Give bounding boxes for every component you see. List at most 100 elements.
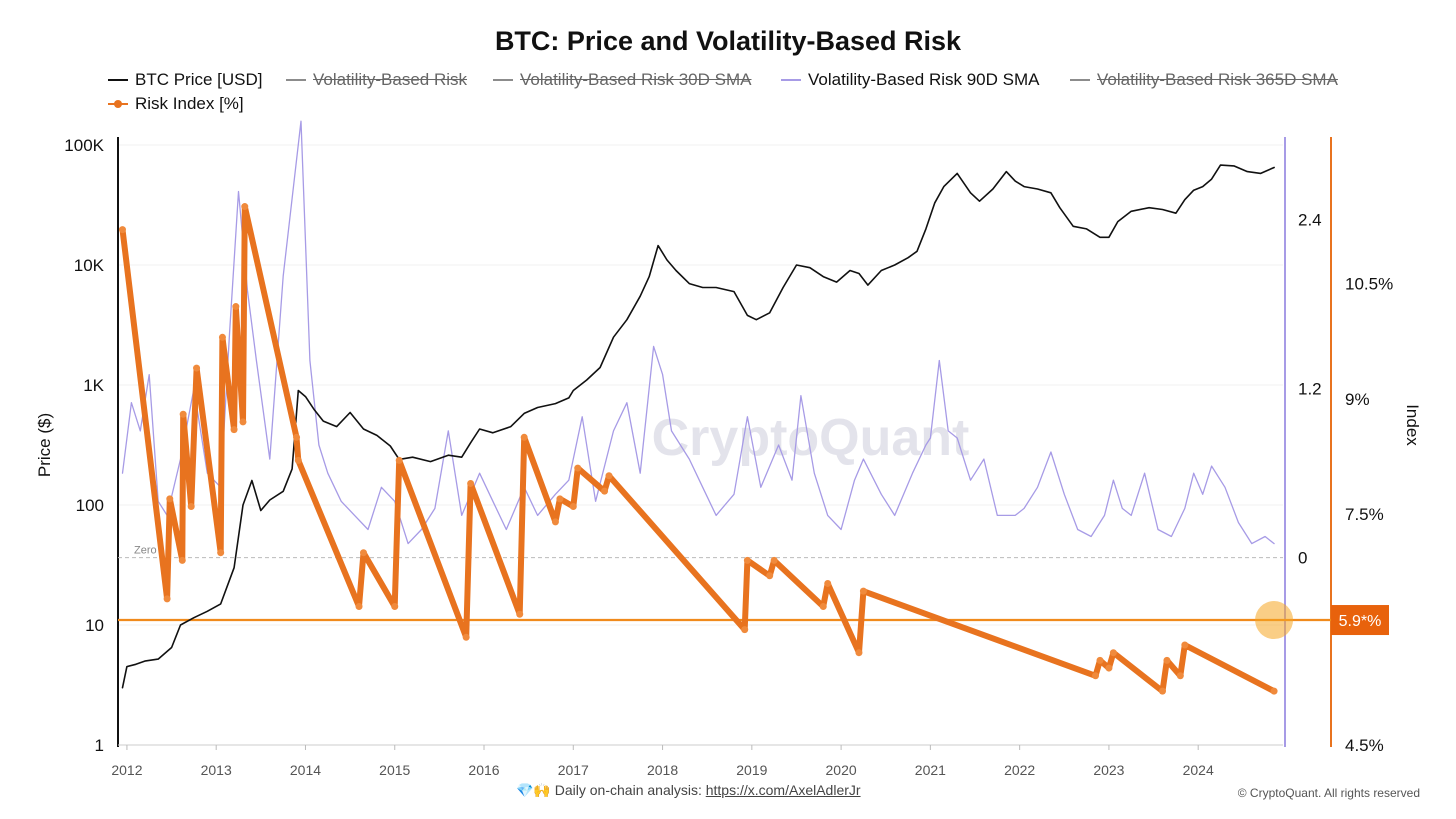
x-tick-label: 2015 (379, 762, 410, 778)
legend-label: Volatility-Based Risk 365D SMA (1097, 70, 1338, 89)
legend-swatch (493, 79, 513, 81)
risk-index-point (859, 587, 867, 595)
x-tick-label: 2014 (290, 762, 321, 778)
legend-swatch (286, 79, 306, 81)
risk-index-point (294, 456, 302, 464)
copyright-notice: © CryptoQuant. All rights reserved (1237, 786, 1420, 800)
x-tick-label: 2023 (1093, 762, 1124, 778)
y-left-tick-label: 100 (76, 496, 104, 515)
risk-index-point (1176, 672, 1184, 680)
risk-90d-sma-line (121, 120, 1275, 545)
watermark: CryptoQuant (652, 409, 970, 467)
legend-label: Volatility-Based Risk (313, 70, 468, 89)
legend-swatch (1070, 79, 1090, 81)
footer-emoji: 💎🙌 (516, 782, 551, 798)
risk-index-point (1109, 649, 1117, 657)
y-mid-tick-label: 1.2 (1298, 380, 1322, 399)
x-tick-label: 2013 (201, 762, 232, 778)
risk-index-point (239, 418, 247, 426)
y-left-axis-title: Price ($) (35, 413, 54, 477)
risk-index-point (232, 303, 240, 311)
x-tick-label: 2018 (647, 762, 678, 778)
y-mid-tick-label: 0 (1298, 549, 1307, 568)
risk-index-point (462, 633, 470, 641)
current-value-label: 5.9*% (1339, 613, 1382, 630)
y-right-axis-title: Index (1403, 404, 1422, 446)
risk-index-point (187, 503, 195, 511)
y-right-tick-label: 9% (1345, 390, 1370, 409)
risk-index-point (1163, 656, 1171, 664)
x-tick-label: 2022 (1004, 762, 1035, 778)
risk-index-point (217, 549, 225, 557)
legend-label: Risk Index [%] (135, 94, 244, 113)
risk-index-point (770, 556, 778, 564)
risk-index-point (230, 426, 238, 434)
y-right-tick-label: 10.5% (1345, 274, 1393, 293)
risk-index-point (467, 479, 475, 487)
risk-index-point (391, 603, 399, 611)
zero-label: Zero (134, 545, 157, 557)
risk-index-point (118, 226, 126, 234)
risk-index-point (824, 579, 832, 587)
risk-index-point (241, 203, 249, 211)
risk-index-point (193, 364, 201, 372)
risk-index-point (395, 456, 403, 464)
risk-index-point (601, 487, 609, 495)
risk-index-point (766, 572, 774, 580)
x-tick-label: 2024 (1183, 762, 1214, 778)
legend-item-3[interactable]: Volatility-Based Risk 90D SMA (781, 70, 1039, 90)
legend-item-5[interactable]: Risk Index [%] (108, 94, 244, 114)
legend-label: Volatility-Based Risk 90D SMA (808, 70, 1040, 89)
risk-index-line (119, 203, 1278, 695)
risk-index-point (556, 495, 564, 503)
legend-swatch (781, 79, 801, 81)
risk-index-point (359, 549, 367, 557)
risk-index-point (741, 626, 749, 634)
x-tick-label: 2021 (915, 762, 946, 778)
risk-index-point (574, 464, 582, 472)
y-left-tick-label: 10K (74, 256, 105, 275)
risk-index-point (1105, 664, 1113, 672)
legend-label: BTC Price [USD] (135, 70, 263, 89)
risk-index-point (819, 603, 827, 611)
y-left-tick-label: 1 (95, 736, 104, 755)
y-right-tick-label: 7.5% (1345, 505, 1384, 524)
risk-index-point (520, 433, 528, 441)
risk-index-point (1270, 687, 1278, 695)
risk-index-point (516, 610, 524, 618)
x-tick-label: 2017 (558, 762, 589, 778)
y-left-tick-label: 100K (64, 136, 104, 155)
footer-link[interactable]: https://x.com/AxelAdlerJr (705, 782, 861, 798)
current-value-highlight (1255, 601, 1294, 640)
legend-label: Volatility-Based Risk 30D SMA (520, 70, 752, 89)
y-right-tick-label: 4.5% (1345, 736, 1384, 755)
legend-item-4[interactable]: Volatility-Based Risk 365D SMA (1070, 70, 1338, 90)
legend-item-2[interactable]: Volatility-Based Risk 30D SMA (493, 70, 751, 90)
risk-index-point (355, 603, 363, 611)
x-tick-label: 2020 (826, 762, 857, 778)
risk-index-point (1158, 687, 1166, 695)
legend-item-1[interactable]: Volatility-Based Risk (286, 70, 467, 90)
x-tick-label: 2019 (736, 762, 767, 778)
risk-index-point (218, 333, 226, 341)
x-tick-label: 2016 (468, 762, 499, 778)
legend-item-0[interactable]: BTC Price [USD] (108, 70, 263, 90)
footer-promo: 💎🙌 Daily on-chain analysis: https://x.co… (516, 782, 861, 799)
risk-index-point (855, 649, 863, 657)
x-tick-label: 2012 (111, 762, 142, 778)
legend-swatch (108, 100, 128, 108)
risk-index-point (166, 495, 174, 503)
y-left-tick-label: 1K (83, 376, 104, 395)
legend-swatch (108, 79, 128, 81)
risk-index-point (293, 433, 301, 441)
risk-index-point (743, 556, 751, 564)
risk-index-point (163, 595, 171, 603)
risk-index-point (1181, 641, 1189, 649)
chart-title: BTC: Price and Volatility-Based Risk (494, 26, 962, 56)
current-value-badge (1331, 605, 1389, 636)
risk-index-point (1092, 672, 1100, 680)
y-left-tick-label: 10 (85, 616, 104, 635)
y-mid-tick-label: 2.4 (1298, 211, 1322, 230)
risk-index-point (569, 503, 577, 511)
